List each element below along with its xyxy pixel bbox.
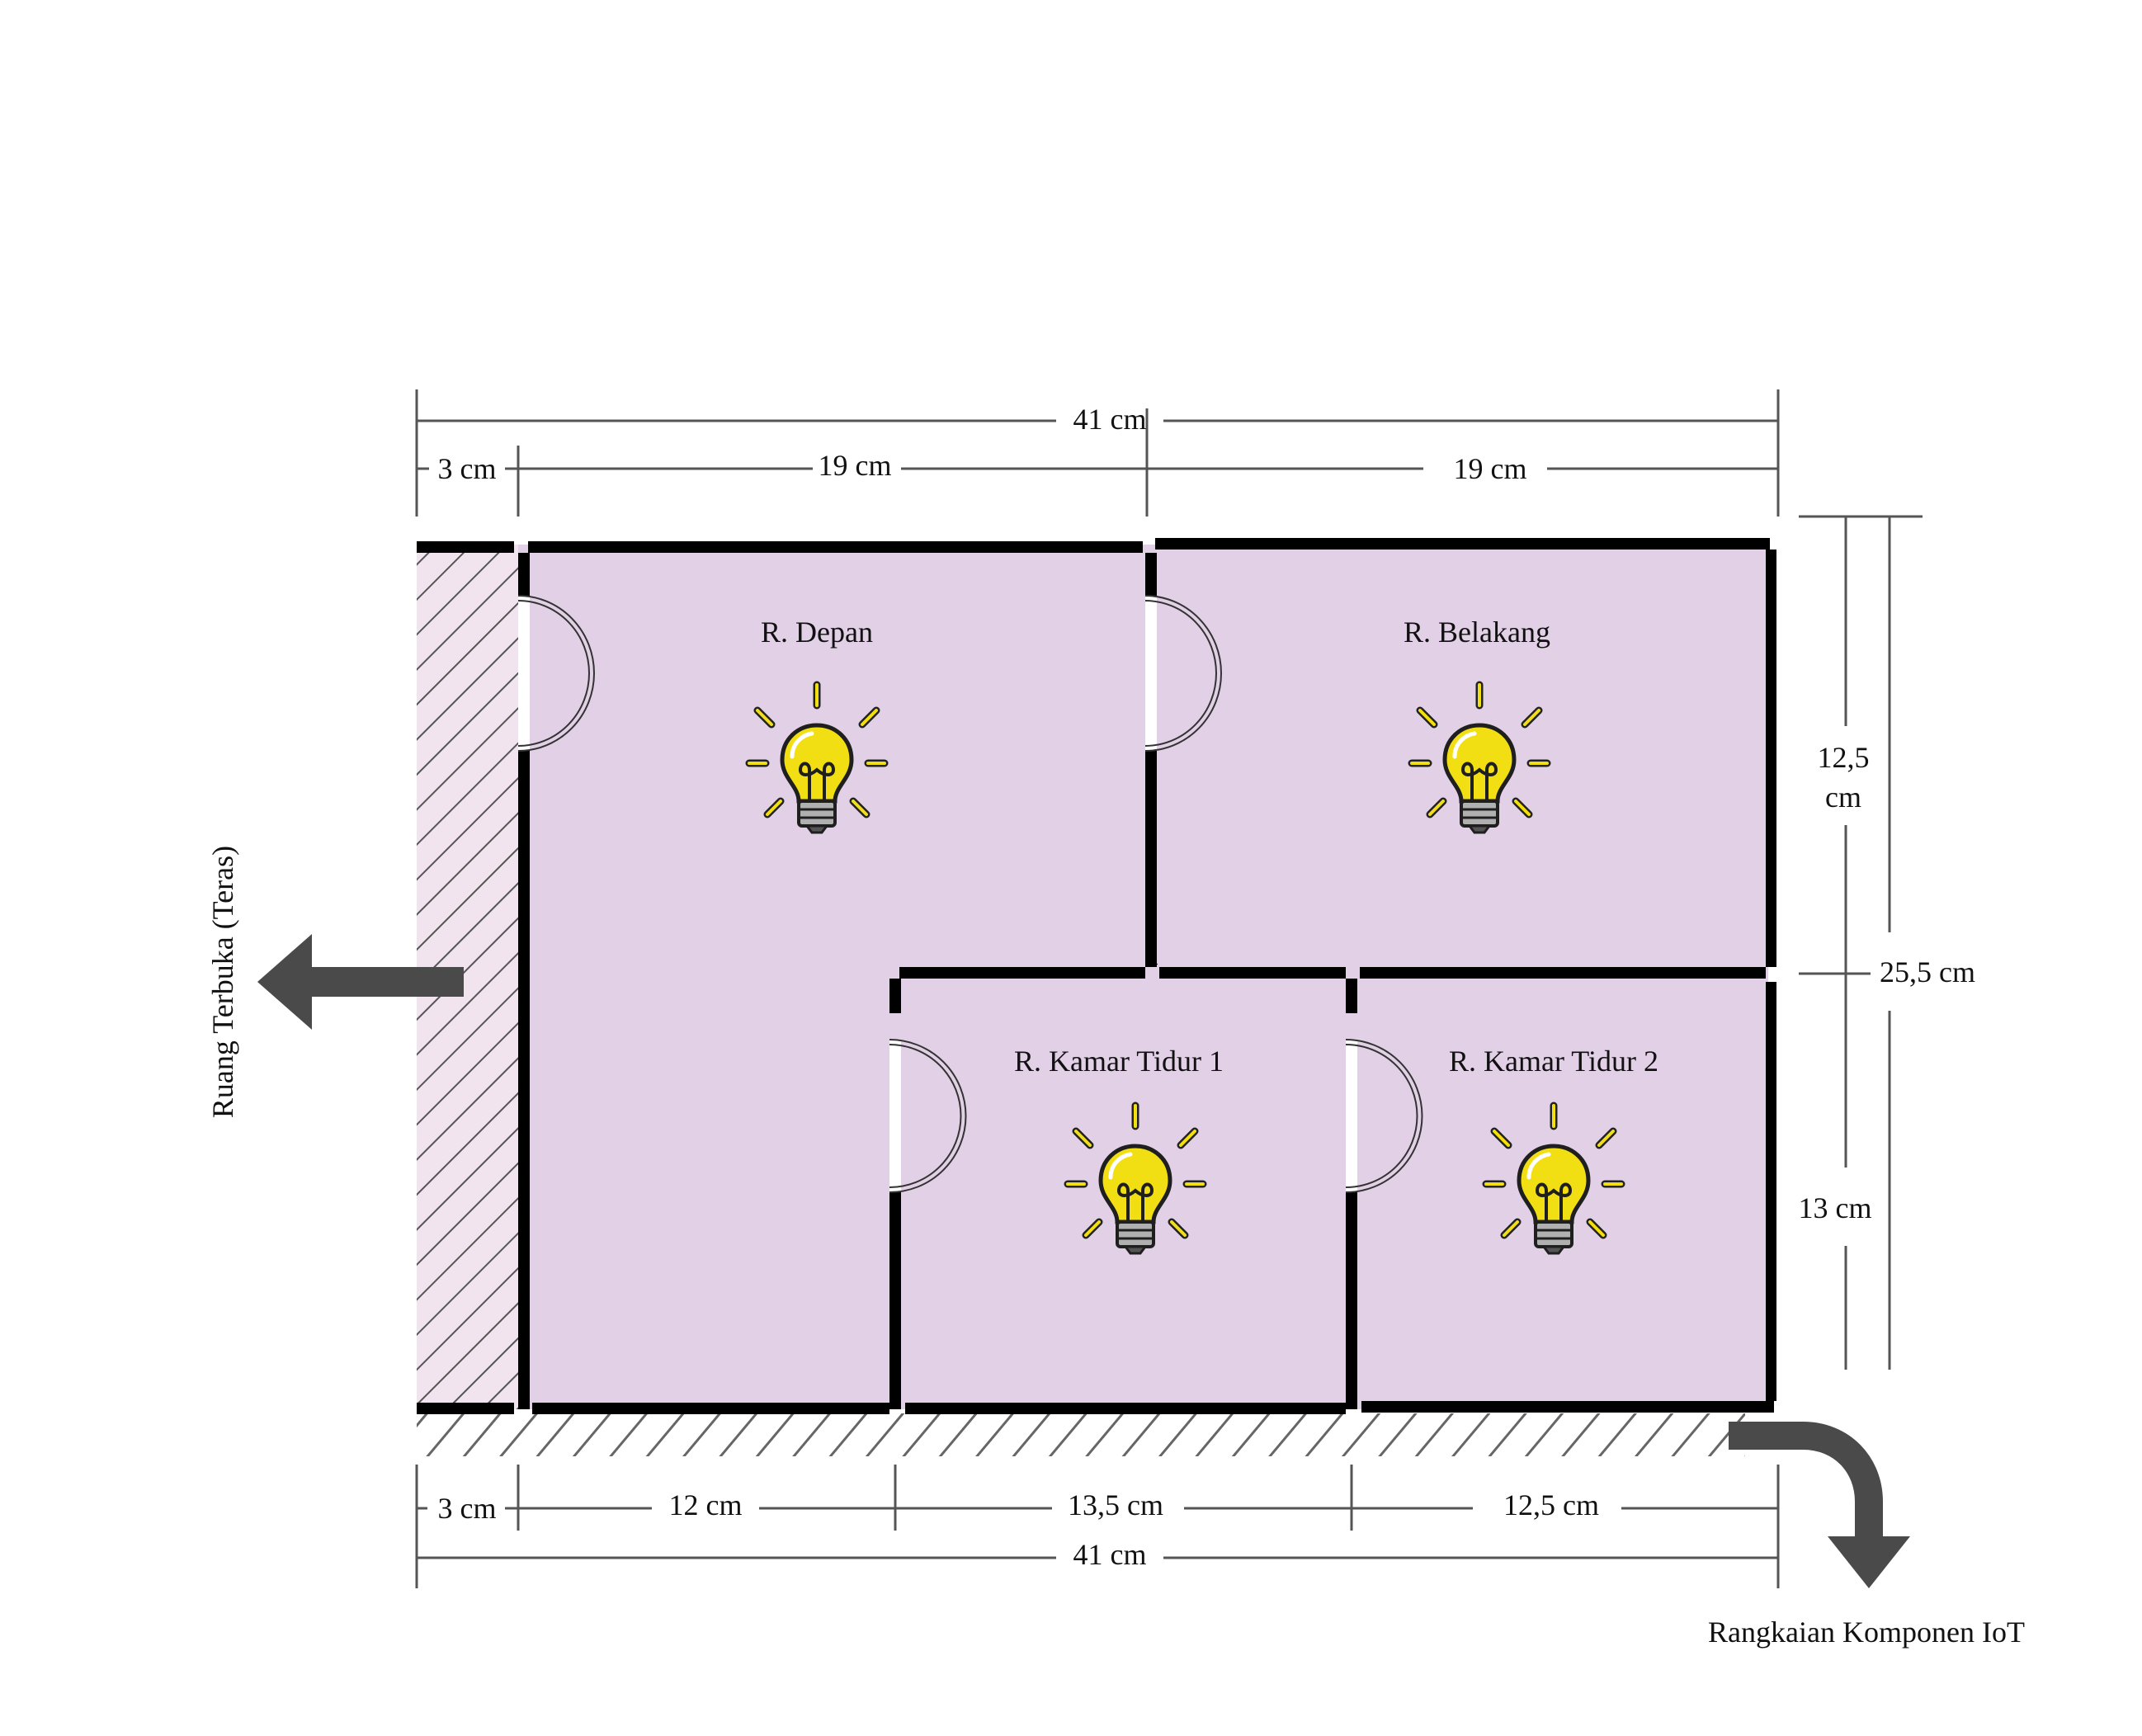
room-label-bed2: R. Kamar Tidur 2 bbox=[1449, 1045, 1658, 1078]
bottom-hatch bbox=[417, 1413, 1745, 1456]
room-label-front: R. Depan bbox=[761, 616, 873, 649]
dim-bottom-total: 41 cm bbox=[1073, 1538, 1147, 1571]
dim-right-upper-line2: cm bbox=[1825, 781, 1861, 814]
terrace-label: Ruang Terbuka (Teras) bbox=[206, 846, 239, 1118]
dim-bottom-a: 12 cm bbox=[669, 1488, 743, 1521]
room-label-bed1: R. Kamar Tidur 1 bbox=[1014, 1045, 1224, 1078]
door-icon bbox=[1144, 595, 1222, 752]
dim-right-upper-line1: 12,5 bbox=[1818, 741, 1870, 774]
door-icon bbox=[889, 1039, 967, 1193]
iot-label: Rangkaian Komponen IoT bbox=[1708, 1616, 2025, 1649]
dim-bottom-b: 13,5 cm bbox=[1068, 1488, 1163, 1521]
arrow-left-icon bbox=[257, 934, 464, 1030]
dim-top-mid: 19 cm bbox=[819, 449, 892, 482]
dim-top-total: 41 cm bbox=[1073, 403, 1147, 436]
dim-top-right: 19 cm bbox=[1454, 452, 1527, 485]
dim-right-total: 25,5 cm bbox=[1880, 955, 1975, 988]
dimension-lines-top bbox=[415, 389, 1780, 517]
dim-bottom-c: 12,5 cm bbox=[1503, 1488, 1599, 1521]
dimension-lines-bottom bbox=[415, 1465, 1780, 1588]
door-icon bbox=[1345, 1039, 1423, 1193]
dim-top-left: 3 cm bbox=[438, 452, 497, 485]
dim-bottom-left: 3 cm bbox=[438, 1492, 497, 1525]
dim-right-lower: 13 cm bbox=[1799, 1191, 1872, 1224]
arrow-down-right-icon bbox=[1729, 1422, 1910, 1588]
door-icon bbox=[517, 595, 595, 752]
room-label-back: R. Belakang bbox=[1404, 616, 1550, 649]
walls bbox=[417, 538, 1776, 1414]
dimension-lines-right bbox=[1799, 515, 1923, 1370]
